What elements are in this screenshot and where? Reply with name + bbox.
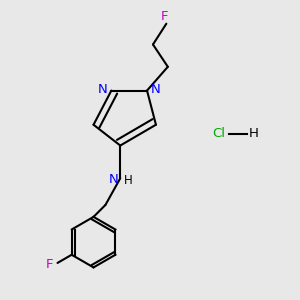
- Text: N: N: [98, 82, 108, 96]
- Text: H: H: [249, 127, 259, 140]
- Text: Cl: Cl: [212, 127, 225, 140]
- Text: F: F: [45, 258, 53, 271]
- Text: F: F: [161, 10, 169, 23]
- Text: N: N: [151, 82, 160, 96]
- Text: N: N: [109, 173, 118, 186]
- Text: H: H: [124, 174, 133, 187]
